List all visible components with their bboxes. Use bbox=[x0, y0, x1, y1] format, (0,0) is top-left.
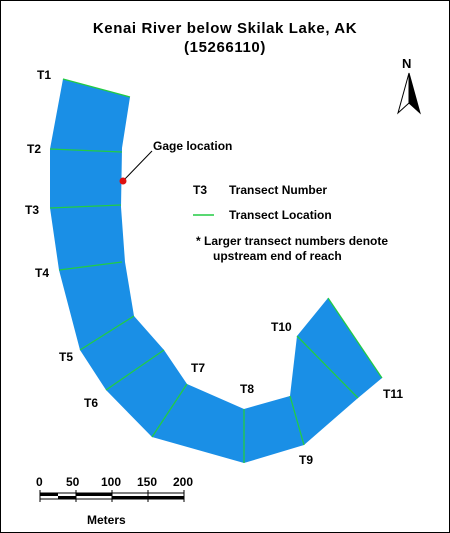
transect-label-t11: T11 bbox=[383, 387, 404, 401]
transect-label-t4: T4 bbox=[35, 266, 50, 280]
transect-line-t7 bbox=[151, 383, 188, 438]
transect-line-t2 bbox=[49, 148, 123, 153]
scale-tick-0: 0 bbox=[36, 475, 43, 489]
transect-label-t10: T10 bbox=[271, 320, 292, 334]
transect-label-t7: T7 bbox=[191, 361, 206, 375]
transect-label-t6: T6 bbox=[84, 396, 99, 410]
transect-label-t9: T9 bbox=[299, 453, 314, 467]
transect-line-t11 bbox=[327, 297, 383, 379]
scale-tick-50: 50 bbox=[66, 475, 80, 489]
gage-pointer-line bbox=[122, 150, 153, 182]
scale-tick-100: 100 bbox=[101, 475, 122, 489]
transect-label-t8: T8 bbox=[240, 382, 255, 396]
river-reach-left bbox=[50, 79, 304, 463]
transect-label-t3: T3 bbox=[25, 203, 40, 217]
north-label: N bbox=[402, 56, 412, 71]
transect-line-t3 bbox=[49, 204, 122, 209]
transect-line-t9 bbox=[289, 395, 305, 446]
transect-label-t1: T1 bbox=[37, 68, 52, 82]
scale-bar bbox=[39, 490, 185, 502]
map-title: Kenai River below Skilak Lake, AK bbox=[92, 20, 358, 37]
transect-line-t1 bbox=[62, 78, 131, 98]
transect-line-t10 bbox=[296, 335, 359, 399]
transect-line-t5 bbox=[79, 315, 135, 351]
transect-label-t2: T2 bbox=[27, 142, 42, 156]
legend-symbol-label: T3 bbox=[193, 183, 208, 197]
river-reach-right bbox=[290, 298, 382, 445]
transect-line-t6 bbox=[105, 349, 165, 391]
map-subtitle: (15266110) bbox=[184, 39, 266, 56]
transect-line-t4 bbox=[58, 261, 123, 271]
legend-note-line2: upstream end of reach bbox=[213, 249, 342, 263]
legend-symbol-desc: Transect Number bbox=[229, 183, 328, 197]
legend-line-desc: Transect Location bbox=[229, 208, 332, 222]
gage-label: Gage location bbox=[153, 139, 233, 153]
north-arrow-icon bbox=[397, 72, 421, 115]
transect-label-t5: T5 bbox=[59, 350, 74, 364]
scale-tick-150: 150 bbox=[137, 475, 158, 489]
gage-marker bbox=[119, 177, 127, 185]
scale-unit-label: Meters bbox=[87, 513, 126, 527]
legend-note-line1: * Larger transect numbers denote bbox=[196, 234, 389, 248]
scale-tick-200: 200 bbox=[173, 475, 194, 489]
